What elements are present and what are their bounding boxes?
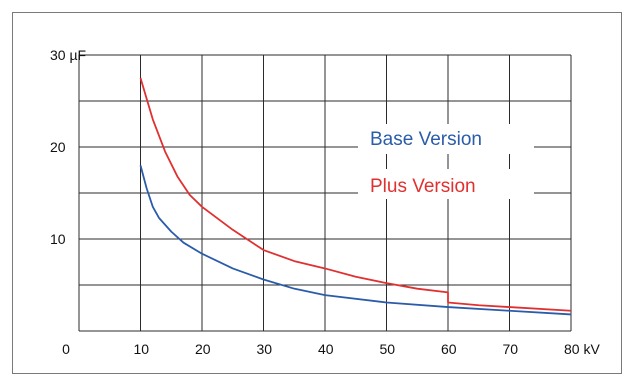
series-line-0: [139, 165, 572, 316]
x-tick-label-40: 40: [318, 341, 334, 357]
x-tick-label-70: 70: [503, 341, 519, 357]
y-tick-label-10: 10: [50, 231, 66, 247]
x-tick-label-20: 20: [195, 341, 211, 357]
x-tick-label-50: 50: [380, 341, 396, 357]
x-tick-label-30: 30: [257, 341, 273, 357]
y-tick-label-30: 30 µF: [50, 47, 86, 63]
x-tick-label-80: 80 kV: [564, 341, 600, 357]
legend-bg-1: [358, 169, 534, 199]
x-tick-label-10: 10: [134, 341, 150, 357]
origin-label: 0: [62, 341, 70, 357]
y-tick-label-20: 20: [50, 139, 66, 155]
legend-bg-0: [358, 124, 534, 154]
legend-label-1: Plus Version: [370, 176, 476, 197]
series-line-1: [139, 77, 572, 312]
legend-label-0: Base Version: [370, 129, 482, 150]
x-tick-label-60: 60: [441, 341, 457, 357]
